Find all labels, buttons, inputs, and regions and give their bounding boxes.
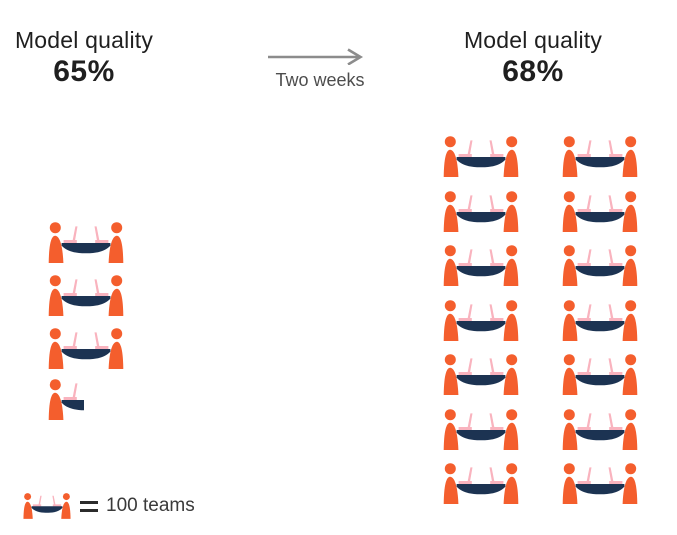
team-icon <box>443 463 519 504</box>
left-panel-title: Model quality <box>14 27 154 53</box>
team-icon <box>562 299 638 341</box>
team-icon <box>48 328 124 369</box>
transition-label: Two weeks <box>275 70 365 90</box>
team-icon <box>562 136 638 177</box>
team-icon <box>443 190 519 232</box>
team-icon <box>443 408 519 450</box>
team-icon <box>443 354 519 395</box>
right-panel-title: Model quality <box>463 27 603 53</box>
partial-team-icon <box>48 379 84 420</box>
right-title-block: Model quality 68% <box>433 26 633 88</box>
legend: 100 teams <box>23 492 195 520</box>
team-icon <box>443 136 519 177</box>
team-icon <box>562 463 638 504</box>
team-icon <box>443 245 519 286</box>
team-icon <box>443 299 519 341</box>
team-icon <box>48 275 124 316</box>
legend-label: 100 teams <box>106 495 195 516</box>
right-arrow-icon <box>250 47 390 67</box>
equals-icon <box>80 500 98 512</box>
team-icon <box>562 408 638 450</box>
team-icon <box>562 354 638 395</box>
transition-block: Two weeks <box>250 47 390 91</box>
team-icon <box>562 245 638 286</box>
left-panel-value: 65% <box>53 55 115 88</box>
team-icon <box>562 190 638 232</box>
team-icon <box>48 222 124 263</box>
team-icon <box>23 493 71 519</box>
left-title-block: Model quality 65% <box>4 26 164 88</box>
right-panel-value: 68% <box>502 55 564 88</box>
